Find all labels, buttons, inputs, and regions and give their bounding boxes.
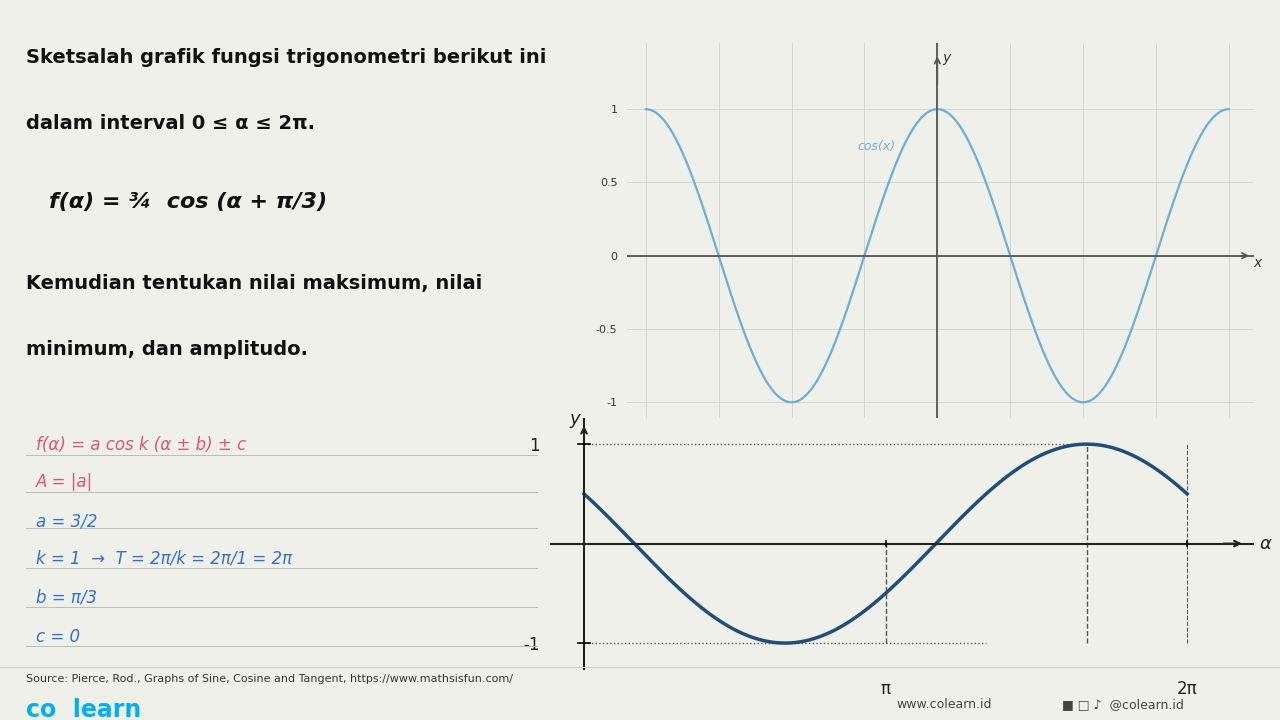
Text: Source: Pierce, Rod., Graphs of Sine, Cosine and Tangent, https://www.mathsisfun: Source: Pierce, Rod., Graphs of Sine, Co… xyxy=(26,674,512,684)
Text: co  learn: co learn xyxy=(26,698,141,720)
Text: Sketsalah grafik fungsi trigonometri berikut ini: Sketsalah grafik fungsi trigonometri ber… xyxy=(26,48,547,67)
Text: x: x xyxy=(1253,256,1261,271)
Text: f(α) = a cos k (α ± b) ± c: f(α) = a cos k (α ± b) ± c xyxy=(36,436,246,454)
Text: www.colearn.id: www.colearn.id xyxy=(896,698,992,711)
Text: minimum, dan amplitudo.: minimum, dan amplitudo. xyxy=(26,340,307,359)
Text: ■ □ ♪  @colearn.id: ■ □ ♪ @colearn.id xyxy=(1062,698,1184,711)
Text: f(α) = ¾  cos (α + π/3): f(α) = ¾ cos (α + π/3) xyxy=(49,192,328,212)
Text: k = 1  →  T = 2π/k = 2π/1 = 2π: k = 1 → T = 2π/k = 2π/1 = 2π xyxy=(36,549,292,567)
Text: Kemudian tentukan nilai maksimum, nilai: Kemudian tentukan nilai maksimum, nilai xyxy=(26,274,481,293)
Text: α: α xyxy=(1260,535,1271,553)
Text: cos(x): cos(x) xyxy=(858,140,895,153)
Text: a = 3/2: a = 3/2 xyxy=(36,513,97,531)
Text: A = |a|: A = |a| xyxy=(36,473,93,491)
Text: c = 0: c = 0 xyxy=(36,628,79,646)
Text: y: y xyxy=(942,51,950,65)
Text: dalam interval 0 ≤ α ≤ 2π.: dalam interval 0 ≤ α ≤ 2π. xyxy=(26,114,315,133)
Text: b = π/3: b = π/3 xyxy=(36,588,97,606)
Text: y: y xyxy=(570,410,580,428)
